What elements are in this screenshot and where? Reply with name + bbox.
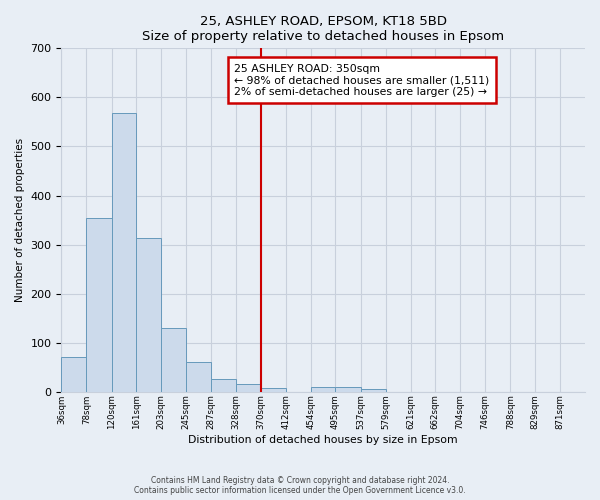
Bar bbox=[361, 390, 386, 392]
Bar bbox=[335, 387, 361, 392]
Y-axis label: Number of detached properties: Number of detached properties bbox=[15, 138, 25, 302]
X-axis label: Distribution of detached houses by size in Epsom: Distribution of detached houses by size … bbox=[188, 435, 458, 445]
Title: 25, ASHLEY ROAD, EPSOM, KT18 5BD
Size of property relative to detached houses in: 25, ASHLEY ROAD, EPSOM, KT18 5BD Size of… bbox=[142, 15, 504, 43]
Bar bbox=[86, 218, 112, 392]
Bar bbox=[61, 358, 86, 392]
Bar bbox=[136, 238, 161, 392]
Text: Contains HM Land Registry data © Crown copyright and database right 2024.
Contai: Contains HM Land Registry data © Crown c… bbox=[134, 476, 466, 495]
Bar bbox=[186, 362, 211, 392]
Bar bbox=[211, 378, 236, 392]
Bar bbox=[311, 387, 335, 392]
Bar bbox=[261, 388, 286, 392]
Bar bbox=[112, 113, 136, 392]
Bar bbox=[161, 328, 186, 392]
Text: 25 ASHLEY ROAD: 350sqm
← 98% of detached houses are smaller (1,511)
2% of semi-d: 25 ASHLEY ROAD: 350sqm ← 98% of detached… bbox=[234, 64, 490, 97]
Bar bbox=[236, 384, 261, 392]
